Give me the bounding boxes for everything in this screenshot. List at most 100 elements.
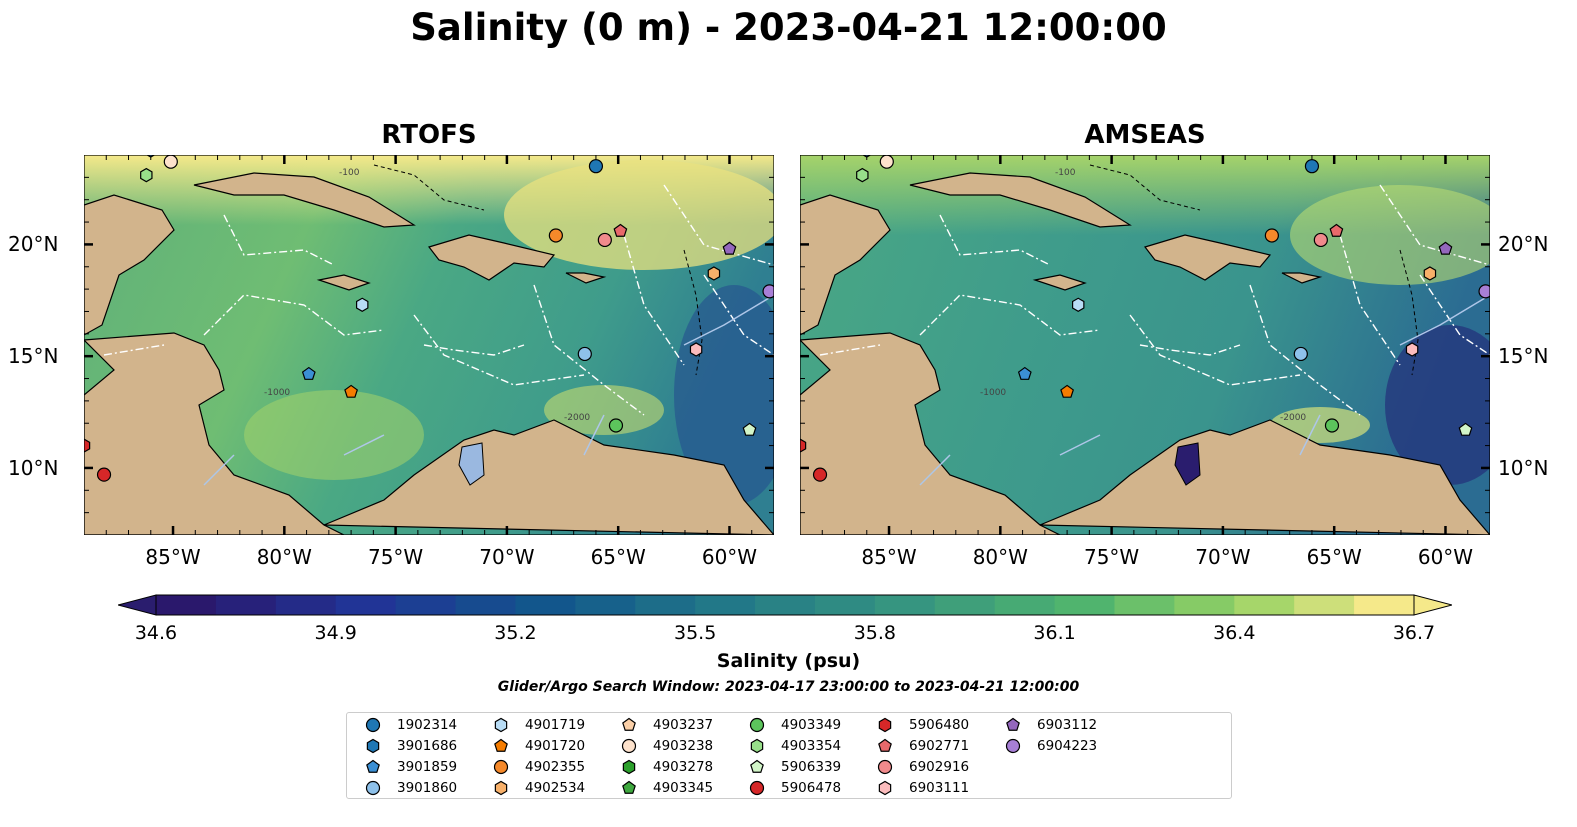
contour-label: -2000	[1280, 413, 1306, 423]
float-marker-6904223[interactable]	[1478, 284, 1490, 299]
float-marker-4901719[interactable]	[356, 297, 369, 312]
float-marker-4901719[interactable]	[1072, 297, 1085, 312]
legend-label: 4903278	[653, 759, 714, 775]
lon-label-rtofs: 65°W	[590, 545, 646, 569]
legend-label: 4903237	[653, 717, 714, 733]
hexagon-marker-icon	[494, 717, 508, 733]
legend-label: 3901860	[397, 780, 458, 796]
float-marker-6903112[interactable]	[1438, 241, 1453, 255]
legend-item-3901860: 3901860	[363, 778, 457, 798]
float-marker-6903112[interactable]	[722, 241, 737, 255]
float-marker-4903354[interactable]	[140, 167, 153, 183]
float-marker-5906339[interactable]	[742, 422, 757, 436]
lat-label: 20°N	[1498, 232, 1549, 257]
float-marker-3901860[interactable]	[577, 346, 592, 362]
legend-item-6903111: 6903111	[875, 778, 969, 798]
jamaica-land	[316, 274, 371, 291]
legend-label: 3901859	[397, 759, 458, 775]
legend-label: 5906480	[909, 717, 970, 733]
cuba-land	[909, 172, 1132, 228]
south-america-land	[1039, 419, 1490, 535]
contour-label: -1000	[264, 388, 290, 398]
float-marker-1902314[interactable]	[1304, 159, 1320, 174]
colorbar-segment	[814, 595, 876, 615]
rivers	[919, 294, 1490, 486]
circle-marker-icon	[365, 780, 381, 796]
float-marker-4901720[interactable]	[344, 384, 358, 398]
map-frame-ticks	[800, 155, 1490, 535]
legend-label: 6902771	[909, 738, 970, 754]
legend-item-6903112: 6903112	[1003, 715, 1097, 735]
float-marker-4901720[interactable]	[1060, 384, 1074, 398]
legend-item-4902534: 4902534	[491, 778, 585, 798]
contour-label: -100	[1055, 168, 1076, 178]
legend-item-5906480: 5906480	[875, 715, 969, 735]
float-marker-5906478[interactable]	[812, 467, 828, 482]
colorbar-extend-high	[1413, 594, 1452, 616]
float-marker-4902355[interactable]	[1264, 228, 1279, 243]
float-marker-3901859[interactable]	[301, 366, 316, 380]
bathymetry-contour	[373, 164, 703, 376]
circle-marker-icon	[493, 759, 509, 775]
colorbar-segment	[515, 595, 576, 615]
float-marker-4903238[interactable]	[879, 155, 894, 169]
colorbar-outline	[155, 594, 1415, 616]
lon-label-amseas: 75°W	[1083, 545, 1140, 569]
float-marker-5906478[interactable]	[96, 467, 112, 482]
circle-marker-icon	[749, 717, 765, 733]
float-marker-4903238[interactable]	[163, 155, 178, 169]
circle-marker-icon	[1005, 738, 1021, 754]
float-marker-6904223[interactable]	[762, 284, 774, 299]
float-marker-5906480[interactable]	[84, 438, 91, 453]
colorbar-segment	[156, 595, 217, 615]
colorbar-segment	[695, 595, 756, 615]
float-marker-6902771[interactable]	[613, 223, 628, 237]
float-marker-3901859[interactable]	[1017, 366, 1032, 380]
colorbar-tick-label: 36.4	[1213, 622, 1256, 644]
float-marker-4902355[interactable]	[548, 228, 563, 243]
low-salinity-plume	[1385, 325, 1490, 485]
contour-label: -100	[339, 168, 360, 178]
legend-label: 6903111	[909, 780, 970, 796]
lon-label-amseas: 80°W	[972, 545, 1028, 569]
colorbar-segment	[215, 595, 277, 615]
legend-item-4903354: 4903354	[747, 736, 841, 756]
legend-label: 6903112	[1037, 717, 1098, 733]
legend-label: 4901719	[525, 717, 586, 733]
high-salinity-patch	[504, 160, 774, 270]
lon-label-amseas: 85°W	[861, 545, 917, 569]
rtofs-salinity-map: -100 -1000 -2000	[84, 155, 774, 535]
float-marker-4903349[interactable]	[608, 418, 624, 433]
lat-label: 10°N	[1498, 455, 1549, 480]
colorbar-segments	[156, 595, 1415, 615]
float-marker-6902771[interactable]	[1329, 223, 1344, 237]
central-america-land	[800, 332, 1061, 535]
float-marker-5906480[interactable]	[800, 438, 807, 453]
colorbar-segment	[575, 595, 636, 615]
legend-item-4903349: 4903349	[747, 715, 841, 735]
yucatan-land	[800, 194, 891, 336]
float-marker-1902314[interactable]	[588, 159, 604, 174]
figure-title: Salinity (0 m) - 2023-04-21 12:00:00	[410, 6, 1167, 49]
high-salinity-patch	[544, 385, 664, 435]
colorbar-segment	[335, 595, 397, 615]
legend-label: 5906478	[781, 780, 842, 796]
float-marker-6903111[interactable]	[689, 342, 703, 357]
float-marker-5906339[interactable]	[1458, 422, 1473, 436]
pentagon-marker-icon	[494, 738, 508, 752]
float-marker-6902916[interactable]	[597, 232, 612, 248]
legend-item-4901719: 4901719	[491, 715, 585, 735]
float-markers	[800, 155, 1490, 482]
float-marker-6902916[interactable]	[1313, 232, 1328, 248]
panel-title-amseas: AMSEAS	[1084, 120, 1206, 150]
float-marker-4903349[interactable]	[1324, 418, 1340, 433]
float-marker-6903111[interactable]	[1405, 342, 1419, 357]
hexagon-marker-icon	[622, 759, 636, 775]
colorbar-segment	[1234, 595, 1295, 615]
float-marker-4903354[interactable]	[856, 167, 869, 183]
legend-label: 4903345	[653, 780, 714, 796]
float-marker-4902534[interactable]	[1423, 266, 1437, 281]
float-marker-3901860[interactable]	[1293, 346, 1308, 362]
colorbar-segment	[275, 595, 337, 615]
float-marker-4902534[interactable]	[707, 266, 721, 281]
